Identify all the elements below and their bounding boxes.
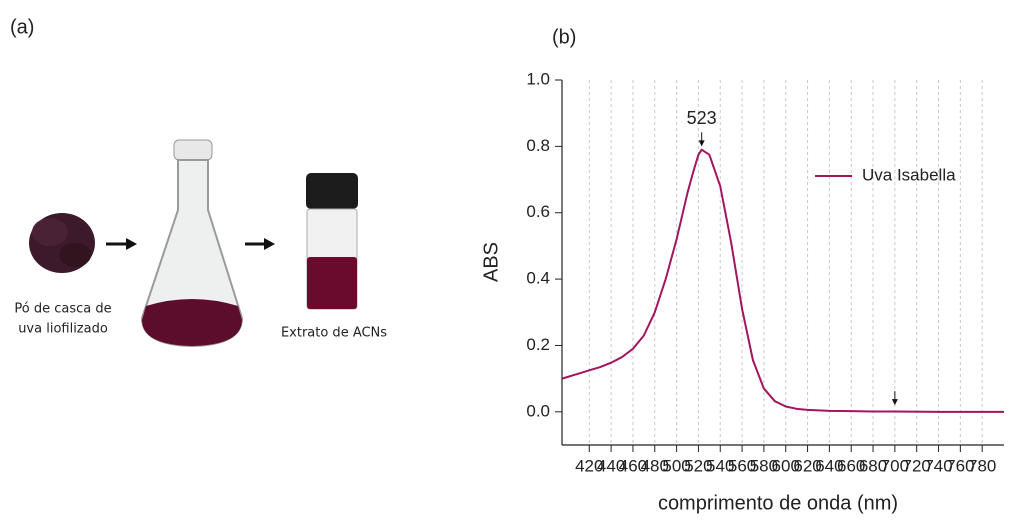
legend-label: Uva Isabella	[862, 165, 956, 184]
x-tick-label: 520	[684, 456, 712, 475]
x-tick-label: 740	[924, 456, 952, 475]
annotation-label: 523	[687, 108, 717, 128]
x-tick-label: 680	[859, 456, 887, 475]
flask-photo	[140, 139, 244, 348]
x-tick-label: 580	[750, 456, 778, 475]
y-tick-label: 0.6	[526, 202, 550, 221]
x-tick-label: 420	[575, 456, 603, 475]
line	[561, 148, 1004, 413]
x-tick-label: 480	[641, 456, 669, 475]
annotation-arrowhead	[891, 399, 898, 406]
x-tick-label: 500	[662, 456, 690, 475]
vial-photo	[306, 173, 358, 310]
annotation-arrowhead	[698, 140, 705, 147]
x-tick-label: 760	[946, 456, 974, 475]
panel-label: (a)	[10, 16, 34, 38]
x-tick-label: 560	[728, 456, 756, 475]
y-tick-label: 0.2	[526, 335, 550, 354]
x-axis-title: comprimento de onda (nm)	[658, 492, 898, 514]
x-tick-label: 620	[793, 456, 821, 475]
caption: uva liofilizado	[18, 322, 108, 337]
x-tick-label: 440	[597, 456, 625, 475]
x-tick-label: 540	[706, 456, 734, 475]
powder-photo	[29, 213, 95, 273]
x-tick-label: 640	[815, 456, 843, 475]
x-tick-label: 780	[968, 456, 996, 475]
x-tick-label: 660	[837, 456, 865, 475]
x-tick-label: 700	[881, 456, 909, 475]
y-axis-title: ABS	[480, 242, 502, 282]
x-tick-label: 600	[772, 456, 800, 475]
y-tick-label: 0.8	[526, 136, 550, 155]
x-tick-label: 720	[903, 456, 931, 475]
panel-label: (b)	[552, 26, 576, 48]
y-tick-label: 0.4	[526, 269, 550, 288]
x-tick-label: 460	[619, 456, 647, 475]
y-tick-label: 0.0	[526, 401, 550, 420]
caption: Pó de casca de	[14, 302, 111, 317]
caption: Extrato de ACNs	[281, 326, 387, 341]
arrow	[106, 238, 275, 250]
y-tick-label: 1.0	[526, 69, 550, 88]
